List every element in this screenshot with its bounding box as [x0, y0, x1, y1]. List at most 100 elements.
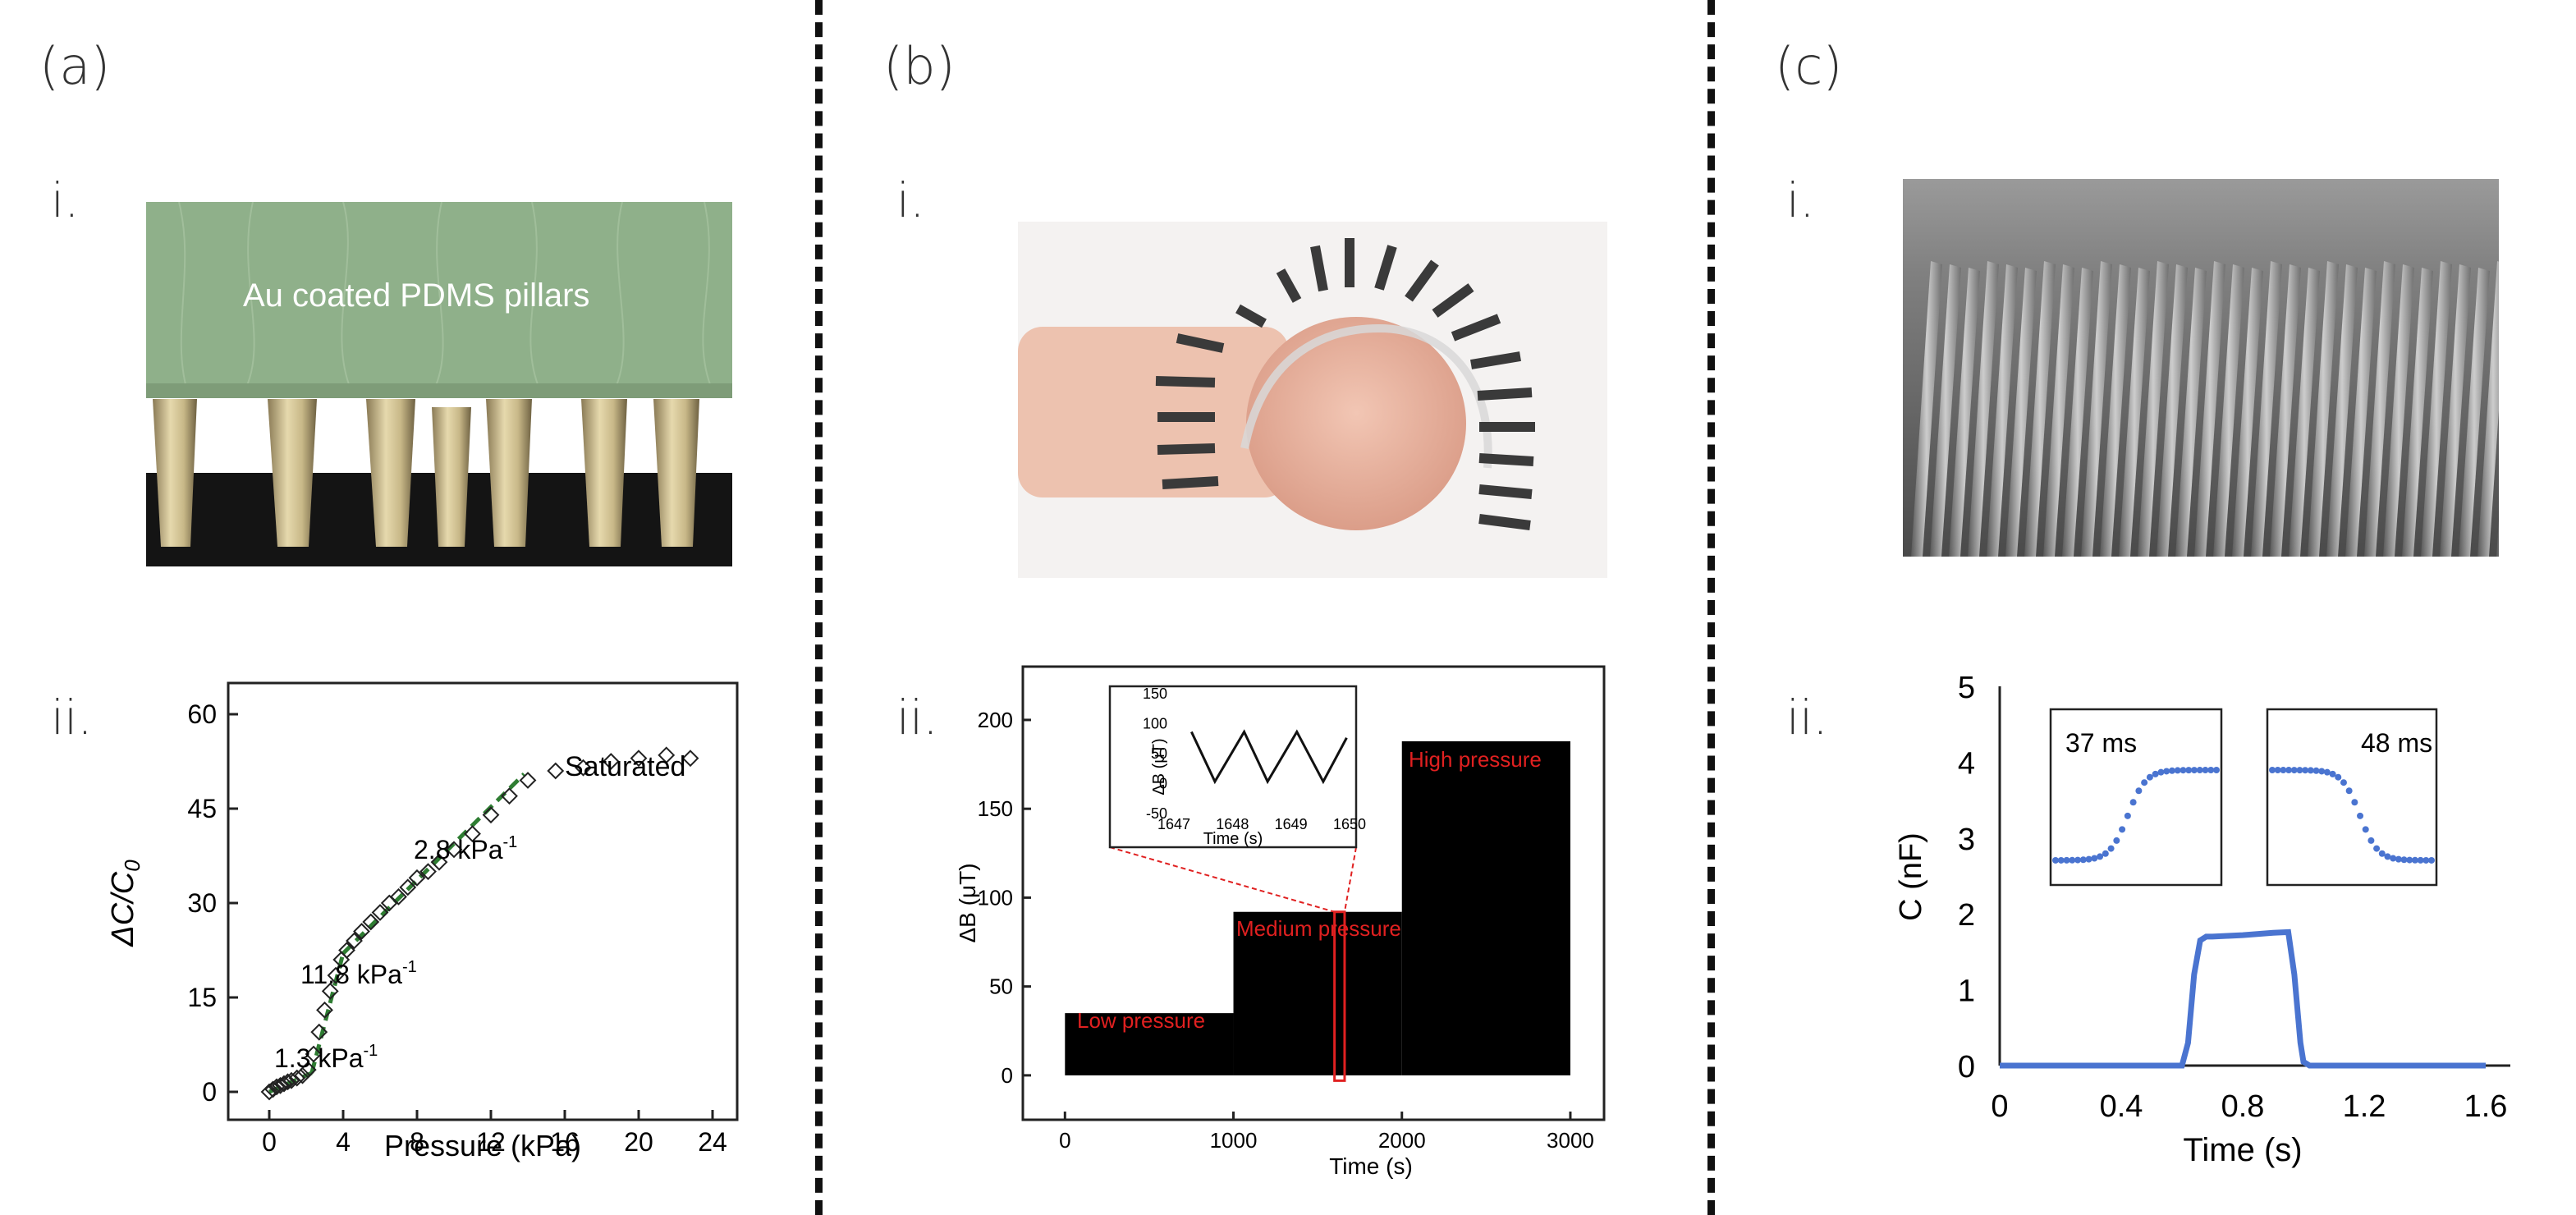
chart-a-point — [299, 1061, 317, 1079]
chart-a-point — [316, 1001, 333, 1019]
chart-a-point — [275, 1075, 293, 1093]
chart-b-ytick-label: 200 — [978, 708, 1013, 732]
divider-right — [1707, 0, 1715, 1215]
chart-a-point — [390, 887, 407, 906]
sem-pillar — [2308, 261, 2339, 557]
chart-b-low-label: Low pressure — [1077, 1008, 1205, 1033]
sem-pillar — [2251, 261, 2282, 557]
chart-a-xtick-label: 16 — [550, 1127, 580, 1157]
sem-pillar — [2421, 261, 2452, 557]
chart-c-inset-left-point — [2079, 856, 2087, 864]
chart-c-inset-right-point — [2367, 837, 2375, 844]
chart-c-xlabel: Time (s) — [2183, 1132, 2302, 1168]
chart-c-inset-right-point — [2384, 853, 2391, 860]
divider-left — [815, 0, 823, 1215]
chart-a-point — [408, 869, 426, 887]
chart-c-inset-left-point — [2063, 856, 2070, 864]
sem-pillar — [2383, 264, 2414, 557]
chart-a-ylabel: ΔC/C0 — [106, 860, 144, 947]
sem-pillar — [1949, 268, 1980, 557]
chart-c-inset-left-point — [2146, 773, 2153, 781]
chart-a-ytick-label: 30 — [187, 888, 217, 918]
chart-b-ytick-label: 50 — [989, 974, 1013, 999]
chart-c-inset-left-point — [2052, 856, 2059, 864]
chart-a-point — [362, 913, 380, 931]
sem-pillar — [2024, 261, 2056, 557]
chart-b-signal-segment — [1233, 911, 1402, 1075]
chart-c-inset-right-point — [2307, 767, 2314, 774]
sem-pillar — [2345, 268, 2377, 557]
sem-pillar — [2270, 264, 2301, 557]
pdms-pillars-caption: Au coated PDMS pillars — [243, 277, 590, 314]
chart-c-inset-left-point — [2129, 799, 2137, 806]
chart-c-inset-left-point — [2185, 767, 2193, 774]
chart-a-point — [272, 1076, 289, 1094]
chart-b-signal-segment — [1065, 1013, 1234, 1075]
chart-c-ytick-label: 1 — [1958, 974, 1975, 1009]
chart-a-point — [602, 753, 620, 770]
chart-c: 0 1 2 3 4 5 0 0.4 0.8 1.2 1.6 37 ms 48 ms Time (s)… — [1894, 671, 2510, 1168]
chart-c-inset-left-point — [2213, 767, 2220, 774]
chart-a-point — [658, 746, 676, 764]
chart-b-xtick-label: 3000 — [1547, 1128, 1594, 1153]
panel-c-label: (c) — [1775, 36, 1843, 96]
chart-a-fit-line — [309, 952, 346, 1074]
chart-c-inset-right-frame — [2266, 708, 2438, 887]
nanopillar-sem-image — [1903, 179, 2499, 557]
chart-b-inset-series-line — [1190, 729, 1348, 785]
chart-c-inset-right-point — [2335, 773, 2342, 781]
chart-c-inset-left-point — [2168, 767, 2175, 774]
chart-c-inset-left-point — [2207, 767, 2215, 774]
chart-a-saturated-label: Saturated — [565, 751, 685, 782]
chart-c-inset-right-point — [2417, 856, 2424, 864]
chart-b-inset-ytick-label: 150 — [1143, 685, 1167, 702]
chart-a-point — [445, 841, 463, 859]
chart-a-point — [681, 750, 699, 768]
chart-a-xtick-label: 12 — [476, 1127, 506, 1157]
chart-c-inset-left-point — [2113, 837, 2120, 844]
chart-a-ytick-label: 60 — [187, 699, 217, 729]
chart-c-inset-left-point — [2135, 787, 2143, 795]
sem-pillar — [1911, 261, 1942, 557]
chart-a-xlabel: Pressure (kPa) — [384, 1129, 581, 1162]
chart-b-medium-label: Medium pressure — [1236, 916, 1401, 941]
chart-c-inset-left-point — [2180, 767, 2187, 774]
sem-pillar — [2232, 268, 2263, 557]
chart-c-inset-right-point — [2318, 768, 2326, 775]
chart-b-ylabel: ΔB (μT) — [955, 863, 980, 942]
chart-c-inset-right-label: 48 ms — [2361, 728, 2432, 758]
chart-b-inset-ytick-label: 100 — [1143, 716, 1167, 732]
chart-c-series-line — [2000, 928, 2486, 1069]
sem-pillar — [2005, 268, 2037, 557]
chart-a-point — [630, 750, 648, 768]
chart-c-inset-left-point — [2163, 768, 2170, 775]
sem-pillar — [2081, 261, 2112, 557]
chart-c-inset-right-point — [2274, 767, 2281, 774]
chart-a-point — [260, 1083, 278, 1101]
chart-c-inset-right-point — [2345, 787, 2353, 795]
chart-a-point — [264, 1080, 282, 1098]
chart-a-point — [346, 932, 363, 950]
chart-a-point — [399, 878, 417, 896]
chart-c-xtick-label: 1.2 — [2343, 1089, 2386, 1124]
sem-pillar — [2194, 261, 2225, 557]
chart-b-inset-xlabel: Time (s) — [1203, 830, 1263, 848]
chart-c-ytick-label: 5 — [1958, 671, 1975, 705]
chart-a-point — [547, 762, 565, 780]
chart-c-xtick-label: 0 — [1991, 1089, 2008, 1124]
chart-b-inset-xtick-label: 1649 — [1275, 816, 1308, 832]
chart-a-point — [519, 772, 537, 789]
chart-c-inset-right-point — [2302, 767, 2309, 774]
chart-c-inset-right-point — [2390, 855, 2397, 862]
chart-c-inset-left-frame — [2049, 708, 2223, 887]
chart-c-xtick-label: 0.8 — [2221, 1089, 2265, 1124]
sem-pillar — [2402, 268, 2433, 557]
pdms-pillars-image: Au coated PDMS pillars — [146, 202, 732, 566]
chart-a-xtick-label: 24 — [698, 1127, 727, 1157]
chart-b-inset-xtick-label: 1648 — [1216, 816, 1249, 832]
chart-a-xtick-label: 20 — [624, 1127, 653, 1157]
chart-b-ytick-label: 150 — [978, 796, 1013, 821]
chart-b-zoom-line — [1343, 846, 1357, 912]
sem-pillar — [2138, 261, 2169, 557]
chart-a-point — [430, 853, 448, 871]
